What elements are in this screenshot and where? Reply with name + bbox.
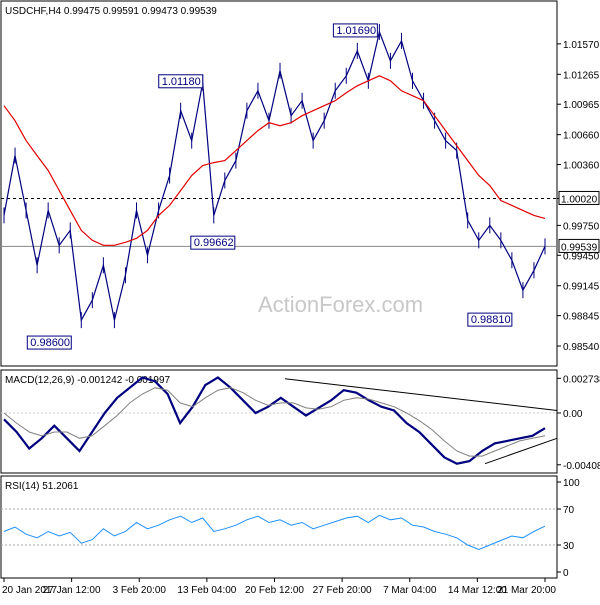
rsi-pane — [0, 475, 558, 579]
price-level-box — [558, 190, 600, 205]
price-y-tick-label: 0.98540 — [563, 342, 600, 353]
macd-support-trendline — [484, 437, 558, 465]
price-level-box — [558, 238, 600, 253]
macd-panel-title: MACD(12,26,9) -0.001242 -0.001997 — [5, 375, 171, 386]
x-tick-label: 27 Feb 20:00 — [313, 585, 372, 596]
macd-y-tick-label: 0.00 — [563, 409, 583, 420]
macd-layer: 0.002738 0.00 -0.004088 — [1, 374, 600, 472]
price-annotation-box — [190, 235, 236, 250]
price-annotation-box — [467, 312, 513, 327]
macd-signal-line — [3, 387, 546, 457]
price-y-tick-label: 0.98845 — [563, 312, 600, 323]
rsi-line — [3, 514, 546, 551]
price-annotation-label: 1.01180 — [162, 76, 201, 88]
price-annotation-box — [26, 335, 72, 350]
price-layer: 1.01570 1.01265 1.00965 1.00660 1.00360 1.000… — [1, 23, 600, 353]
moving-average-line — [3, 75, 546, 246]
macd-resistance-trendline — [284, 378, 558, 411]
price-level-label: 1.00020 — [561, 194, 598, 205]
macd-pane — [0, 369, 558, 474]
price-annotation-label: 0.98600 — [30, 337, 70, 349]
price-y-tick-label: 1.01265 — [563, 70, 600, 81]
price-annotation-label: 1.01690 — [336, 25, 376, 37]
price-y-tick-label: 0.99145 — [563, 282, 600, 293]
macd-y-tick-label: -0.004088 — [563, 461, 600, 472]
x-tick-label: 13 Feb 04:00 — [177, 585, 236, 596]
price-line — [3, 29, 546, 323]
x-tick-label: 14 Mar 12:00 — [448, 585, 507, 596]
macd-line — [3, 376, 546, 465]
x-tick-label: 20 Feb 12:00 — [245, 585, 304, 596]
price-y-tick-label: 0.99450 — [563, 251, 600, 262]
rsi-y-tick-label: 100 — [563, 478, 580, 489]
x-tick-label: 20 Jan 2017 — [2, 585, 57, 596]
price-level-label: 0.99539 — [561, 242, 598, 253]
price-y-tick-label: 1.00360 — [563, 161, 600, 172]
price-y-tick-label: 1.00660 — [563, 131, 600, 142]
price-annotation-label: 0.99662 — [194, 237, 234, 249]
watermark: ActionForex.com — [258, 292, 423, 317]
price-pane — [0, 0, 558, 367]
macd-y-tick-label: 0.002738 — [563, 374, 600, 385]
price-annotation-box — [158, 74, 204, 89]
price-y-tick-label: 0.99750 — [563, 221, 600, 232]
rsi-y-tick-label: 30 — [563, 541, 575, 552]
price-y-tick-label: 1.01570 — [563, 40, 600, 51]
price-y-tick-label: 1.00965 — [563, 100, 600, 111]
price-annotation-box — [332, 23, 378, 38]
x-tick-label: 21 Mar 20:00 — [497, 585, 556, 596]
price-annotation-label: 0.98810 — [471, 314, 511, 326]
rsi-y-tick-label: 70 — [563, 505, 575, 516]
x-tick-label: 7 Mar 04:00 — [383, 585, 437, 596]
rsi-y-tick-label: 0 — [563, 568, 569, 579]
x-tick-label: 27 Jan 12:00 — [43, 585, 101, 596]
rsi-layer: 100 70 30 0 — [1, 478, 580, 579]
price-panel-title: USDCHF,H4 0.99475 0.99591 0.99473 0.9953… — [5, 6, 217, 17]
rsi-panel-title: RSI(14) 51.2061 — [5, 481, 79, 492]
x-tick-label: 3 Feb 20:00 — [113, 585, 167, 596]
